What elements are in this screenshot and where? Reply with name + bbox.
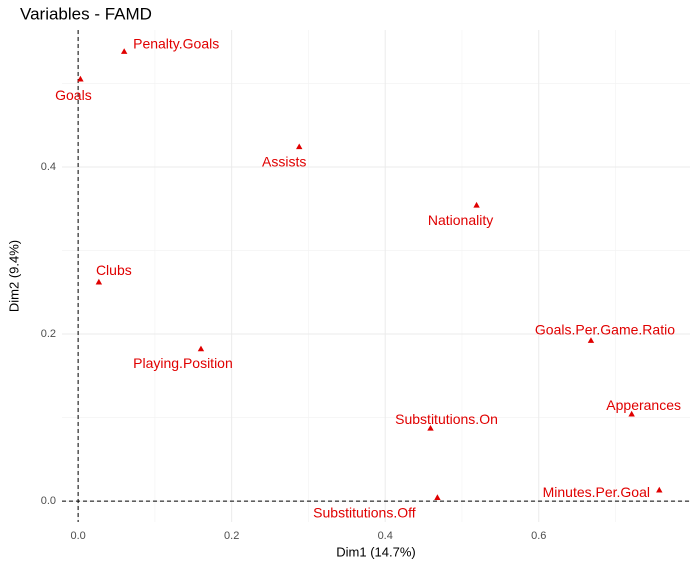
x-tick-label: 0.2: [224, 530, 239, 542]
point: [656, 486, 663, 493]
point: [628, 410, 635, 417]
point: [434, 494, 441, 500]
point-label: Apperances: [606, 397, 681, 413]
point: [95, 278, 103, 285]
point-label: Substitutions.On: [395, 411, 498, 427]
point: [473, 201, 480, 208]
point-label: Nationality: [428, 212, 493, 228]
y-tick-label: 0.2: [41, 328, 56, 340]
point-label: Clubs: [96, 262, 132, 278]
point-label: Minutes.Per.Goal: [543, 484, 650, 500]
point-label: Goals.Per.Game.Ratio: [535, 321, 675, 337]
point-label: Substitutions.Off: [313, 504, 416, 520]
point-label: Penalty.Goals: [133, 35, 219, 51]
chart-title: Variables - FAMD: [20, 4, 152, 23]
y-tick-label: 0.4: [41, 161, 56, 173]
y-axis-label: Dim2 (9.4%): [6, 240, 21, 312]
point: [296, 143, 303, 150]
x-axis-label: Dim1 (14.7%): [336, 544, 415, 559]
point: [587, 337, 595, 343]
point: [197, 345, 205, 352]
x-tick-label: 0.4: [378, 530, 393, 542]
point-label: Playing.Position: [133, 355, 233, 371]
point-label: Goals: [55, 87, 92, 103]
x-tick-label: 0.6: [531, 530, 546, 542]
y-tick-label: 0.0: [41, 495, 56, 507]
point: [427, 424, 434, 431]
x-tick-label: 0.0: [70, 530, 85, 542]
point: [120, 48, 128, 54]
point-label: Assists: [262, 154, 306, 170]
point: [77, 75, 84, 82]
